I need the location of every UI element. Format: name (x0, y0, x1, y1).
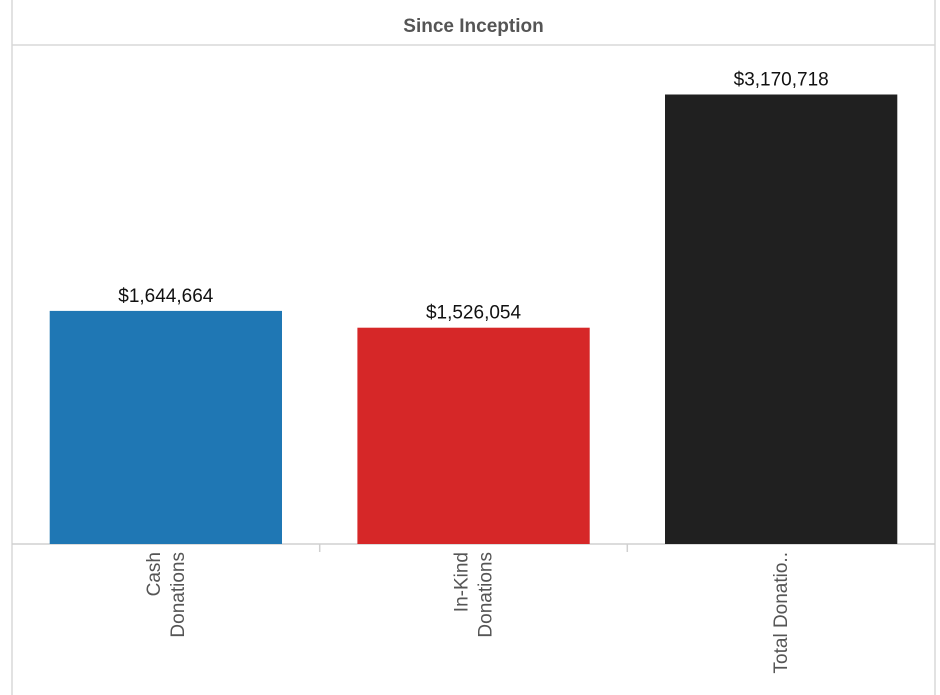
data-label-1: $1,644,664 (118, 286, 214, 307)
chart-title: Since Inception (403, 16, 543, 37)
x-tick-label-line: Total Donatio.. (771, 552, 792, 673)
data-label-3: $3,170,718 (734, 70, 829, 91)
x-tick-label-line: Donations (168, 552, 189, 638)
bar-1[interactable] (49, 310, 283, 544)
x-axis-labels: Cash Donations In-Kind Donations Total Donat… (144, 552, 792, 673)
x-tick-label-2: In-Kind Donations (452, 552, 497, 638)
x-tick-label-3: Total Donatio.. (771, 552, 792, 673)
data-label-2: $1,526,054 (426, 303, 522, 324)
x-tick-label-1: Cash Donations (144, 552, 189, 638)
bar-2[interactable] (357, 327, 590, 544)
bar-3[interactable] (665, 94, 898, 545)
x-axis-ticks (318, 544, 629, 552)
x-tick-label-line: Donations (476, 552, 497, 638)
value-labels-group: $1,644,664 $1,526,054 $3,170,718 (118, 70, 828, 324)
bars-group (49, 94, 898, 545)
x-tick-label-line: Cash (144, 552, 165, 596)
x-tick-label-line: In-Kind (452, 552, 473, 612)
